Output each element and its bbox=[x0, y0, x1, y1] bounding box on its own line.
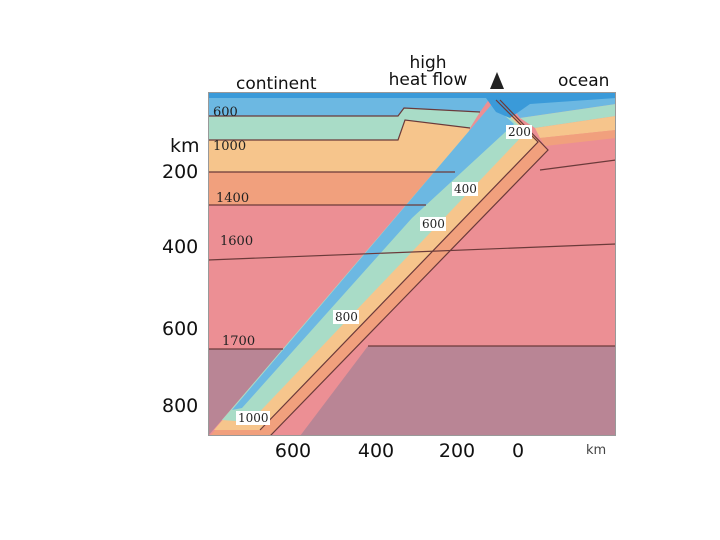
isotherm-label: 1000 bbox=[213, 139, 246, 154]
ocean-band-cool bbox=[520, 104, 616, 128]
label-backdrop bbox=[506, 125, 532, 139]
continent-band-hot bbox=[208, 172, 455, 205]
isotherm-label: 1400 bbox=[216, 191, 249, 206]
label-continent: continent bbox=[236, 74, 317, 94]
deep-mantle-band-right bbox=[300, 346, 616, 436]
label-backdrop bbox=[420, 217, 446, 231]
distance-tick-label: 600 bbox=[275, 440, 311, 462]
label-backdrop bbox=[452, 182, 478, 196]
isotherm-label: 400 bbox=[454, 182, 477, 196]
distance-tick-label: 200 bbox=[439, 440, 475, 462]
isotherm-labels-slab: 200 400 600 800 1000 bbox=[236, 125, 532, 425]
ocean-band-warm bbox=[535, 116, 616, 138]
isotherm-contours bbox=[208, 99, 616, 436]
contour-line bbox=[269, 99, 549, 436]
label-heat-flow: heat flow bbox=[389, 70, 468, 90]
ocean-water bbox=[208, 92, 616, 118]
label-backdrop bbox=[333, 310, 359, 324]
depth-tick-label: 200 bbox=[162, 161, 198, 183]
depth-tick-label: 600 bbox=[162, 318, 198, 340]
contour-line bbox=[208, 119, 471, 141]
contour-line bbox=[208, 107, 481, 117]
distance-tick-label: 0 bbox=[512, 440, 524, 462]
cross-section bbox=[208, 72, 616, 436]
contour-line bbox=[208, 243, 616, 261]
isotherm-label: 800 bbox=[335, 310, 358, 324]
continent-band-coolest bbox=[208, 98, 490, 116]
depth-tick-label: 400 bbox=[162, 236, 198, 258]
slab-core bbox=[232, 104, 514, 410]
distance-axis: 600 400 200 0 km bbox=[275, 440, 606, 462]
volcano-icon bbox=[490, 72, 504, 89]
ocean-band-hot bbox=[540, 130, 616, 146]
isotherm-label: 600 bbox=[422, 217, 445, 231]
depth-axis-unit: km bbox=[170, 135, 200, 157]
depth-axis: km 200 400 600 800 bbox=[162, 135, 200, 417]
depth-tick-label: 800 bbox=[162, 395, 198, 417]
isotherm-label: 1600 bbox=[220, 234, 253, 249]
isotherm-labels-left: 600 1000 1400 1600 1700 bbox=[213, 105, 255, 349]
contour-line bbox=[259, 99, 539, 431]
distance-axis-unit: km bbox=[586, 443, 606, 458]
isotherm-label: 1700 bbox=[222, 334, 255, 349]
label-backdrop bbox=[236, 411, 270, 425]
continent-band-warm bbox=[208, 120, 470, 172]
label-high: high bbox=[409, 53, 446, 73]
contour-line bbox=[539, 159, 616, 171]
isotherm-label: 600 bbox=[213, 105, 238, 120]
distance-tick-label: 400 bbox=[358, 440, 394, 462]
isotherm-label: 1000 bbox=[238, 411, 269, 425]
isotherm-label: 200 bbox=[508, 125, 531, 139]
label-ocean: ocean bbox=[558, 71, 609, 91]
panel-frame bbox=[208, 92, 616, 436]
